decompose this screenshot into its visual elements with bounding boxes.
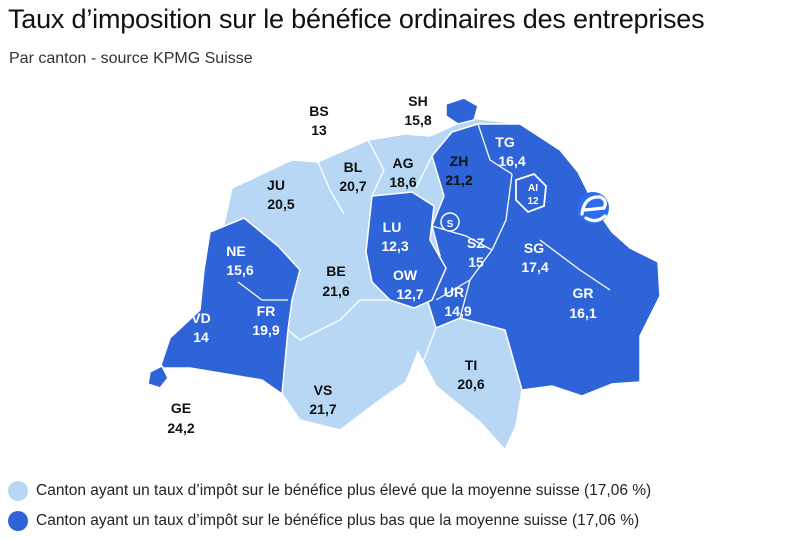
- canton-vs-rate: 21,7: [309, 401, 336, 417]
- canton-bs-rate: 13: [311, 122, 327, 138]
- brand-logo-icon: [577, 192, 609, 224]
- map-title: Taux d’imposition sur le bénéfice ordina…: [8, 4, 705, 34]
- legend-swatch-dark: [8, 511, 28, 531]
- legend-swatch-light: [8, 481, 28, 501]
- canton-ne-rate: 15,6: [226, 262, 253, 278]
- canton-labels: BS 13 SH 15,8 BL 20,7 AG 18,6 ZH 21,2 TG…: [167, 93, 596, 436]
- canton-fr-name: FR: [257, 303, 276, 319]
- legend-label-low: Canton ayant un taux d’impôt sur le béné…: [36, 512, 640, 529]
- canton-be-name: BE: [326, 263, 345, 279]
- canton-sz-rate: 15: [468, 254, 484, 270]
- west-cantons-shape: [158, 217, 301, 396]
- legend-item-low: Canton ayant un taux d’impôt sur le béné…: [8, 506, 651, 536]
- canton-ag-rate: 18,6: [389, 174, 416, 190]
- canton-ur-rate: 14,9: [444, 303, 471, 319]
- canton-zh-name: ZH: [450, 153, 469, 169]
- canton-borders: [237, 123, 611, 387]
- canton-ge-rate: 24,2: [167, 420, 194, 436]
- canton-ne-name: NE: [226, 243, 245, 259]
- canton-ju-rate: 20,5: [267, 196, 294, 212]
- canton-lu-rate: 12,3: [381, 238, 408, 254]
- canton-be-rate: 21,6: [322, 283, 349, 299]
- canton-zh-rate: 21,2: [445, 172, 472, 188]
- canton-ai-shape: [515, 172, 547, 214]
- canton-ai-rate: 12: [527, 196, 539, 207]
- legend-item-high: Canton ayant un taux d’impôt sur le béné…: [8, 476, 651, 506]
- canton-fr-rate: 19,9: [252, 322, 279, 338]
- sz-badge-icon: [440, 212, 460, 232]
- canton-tg-name: TG: [495, 134, 515, 150]
- canton-bs-name: BS: [309, 103, 328, 119]
- canton-ti-rate: 20,6: [457, 376, 484, 392]
- canton-ju-name: JU: [267, 177, 285, 193]
- canton-sh-shape: [445, 97, 479, 125]
- canton-gr-name: GR: [573, 285, 594, 301]
- canton-ow-rate: 12,7: [396, 286, 423, 302]
- sz-badge-letter: S: [447, 219, 454, 230]
- canton-bl-rate: 20,7: [339, 178, 366, 194]
- canton-sz-name: SZ: [467, 235, 485, 251]
- canton-vd-rate: 14: [193, 329, 209, 345]
- canton-bl-name: BL: [344, 159, 363, 175]
- canton-sh-name: SH: [408, 93, 427, 109]
- central-cantons-shape: [365, 191, 447, 309]
- canton-sg-rate: 17,4: [521, 259, 548, 275]
- legend-label-high: Canton ayant un taux d’impôt sur le béné…: [36, 482, 652, 499]
- canton-ge-name: GE: [171, 400, 191, 416]
- canton-ur-name: UR: [444, 284, 464, 300]
- canton-ge-shape: [147, 364, 169, 389]
- canton-sg-name: SG: [524, 240, 544, 256]
- canton-ti-name: TI: [465, 357, 477, 373]
- canton-vs-name: VS: [314, 382, 333, 398]
- canton-lu-name: LU: [383, 219, 402, 235]
- canton-gr-rate: 16,1: [569, 305, 596, 321]
- canton-ow-name: OW: [393, 267, 418, 283]
- canton-sh-rate: 15,8: [404, 112, 431, 128]
- map-legend: Canton ayant un taux d’impôt sur le béné…: [8, 476, 651, 536]
- canton-tg-rate: 16,4: [498, 153, 525, 169]
- canton-ai-name: AI: [528, 183, 538, 194]
- canton-ag-name: AG: [393, 155, 414, 171]
- canton-vd-name: VD: [191, 310, 210, 326]
- map-subtitle: Par canton - source KPMG Suisse: [9, 50, 253, 67]
- switzerland-map: S BS 13 SH 15,8 BL 20,7 AG 18,6 ZH 21,2 …: [147, 93, 661, 452]
